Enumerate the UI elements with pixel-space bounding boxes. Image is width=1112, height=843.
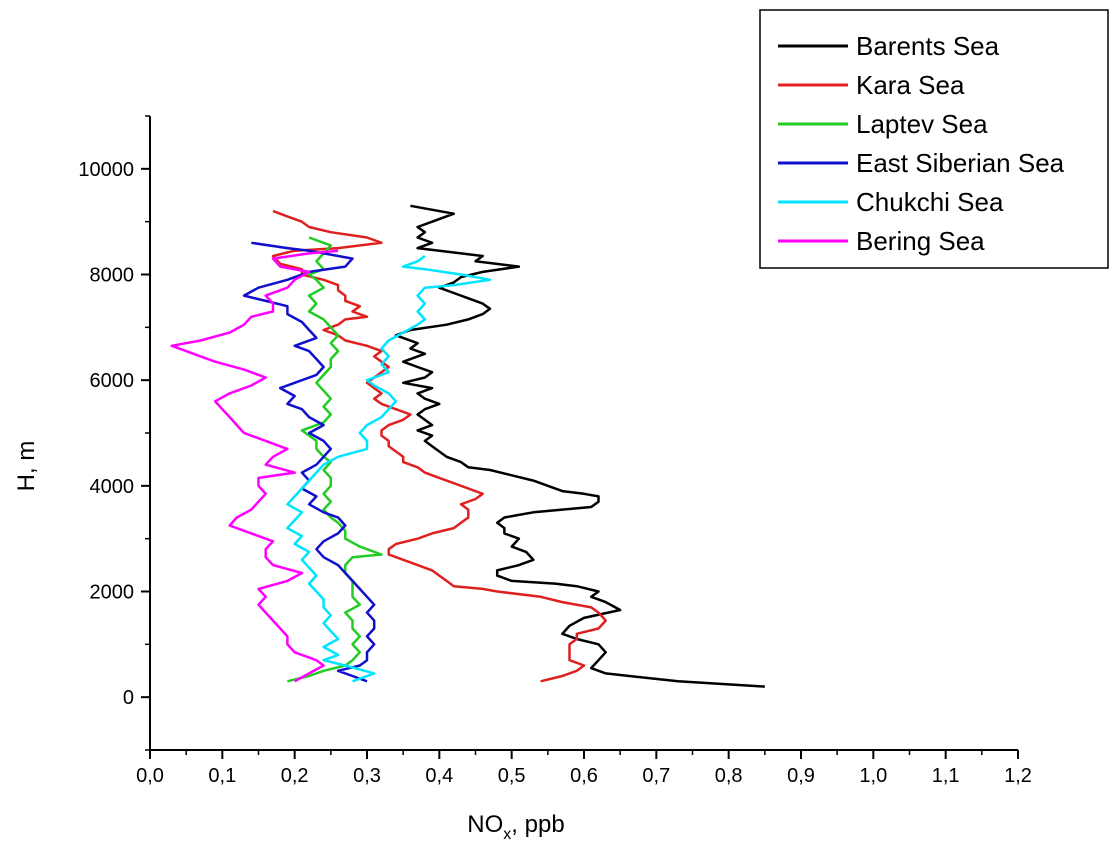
x-tick-label: 0,9 — [787, 765, 815, 787]
y-tick-label: 8000 — [90, 265, 135, 287]
series-line-chukchi-sea — [286, 254, 492, 683]
x-tick-label: 0,4 — [425, 765, 453, 787]
series-line-barents-sea — [394, 204, 765, 688]
x-tick-label: 0,5 — [498, 765, 526, 787]
x-tick-label: 1,2 — [1004, 765, 1032, 787]
x-tick-label: 0,3 — [353, 765, 381, 787]
legend-label-laptev-sea: Laptev Sea — [856, 109, 988, 139]
ticks: 0,0 0,1 0,2 0,3 0,4 0,5 0,6 0,7 0,8 0,9 1,0 1,1 1,2 0… — [78, 115, 1032, 787]
x-axis-title: NOx, ppb — [467, 811, 564, 843]
series-line-kara-sea — [271, 209, 607, 683]
legend-box — [759, 9, 1109, 269]
y-tick-label: 4000 — [90, 476, 135, 498]
x-axis-title-main: NO — [467, 811, 503, 838]
series-line-bering-sea — [170, 249, 339, 683]
x-tick-label: 1,1 — [932, 765, 960, 787]
x-tick-label: 0,6 — [570, 765, 598, 787]
y-axis-title: H, m — [13, 441, 40, 492]
y-tick-label: 6000 — [90, 370, 135, 392]
y-tick-label: 0 — [123, 687, 134, 709]
legend-label-bering-sea: Bering Sea — [856, 226, 985, 256]
x-axis-title-unit: , ppb — [511, 811, 564, 838]
legend-label-chukchi-sea: Chukchi Sea — [856, 187, 1004, 217]
x-axis-title-subscript: x — [503, 826, 511, 843]
legend-label-kara-sea: Kara Sea — [856, 70, 965, 100]
x-tick-label: 0,2 — [281, 765, 309, 787]
y-tick-label: 10000 — [78, 159, 134, 181]
legend: Barents Sea Kara Sea Laptev Sea East Siberi… — [759, 9, 1109, 269]
series-line-east-siberian-sea — [242, 241, 376, 683]
y-tick-label: 2000 — [90, 582, 135, 604]
x-tick-label: 0,1 — [208, 765, 236, 787]
x-tick-label: 1,0 — [859, 765, 887, 787]
x-tick-label: 0,0 — [136, 765, 164, 787]
x-tick-label: 0,8 — [715, 765, 743, 787]
x-tick-label: 0,7 — [642, 765, 670, 787]
series-line-laptev-sea — [287, 236, 383, 683]
series-lines — [170, 204, 765, 688]
legend-label-east-siberian-sea: East Siberian Sea — [856, 148, 1065, 178]
legend-label-barents-sea: Barents Sea — [856, 31, 1000, 61]
